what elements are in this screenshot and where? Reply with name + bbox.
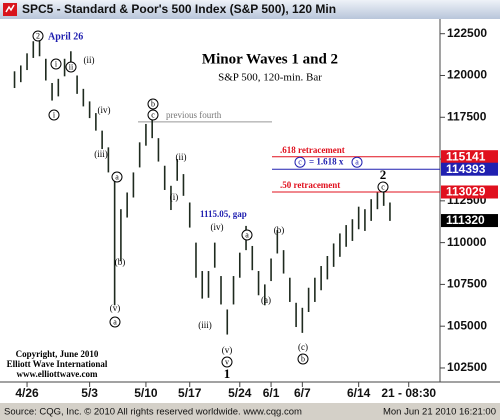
level-label: .618 retracement bbox=[280, 145, 345, 155]
level-wave-label-circle bbox=[294, 156, 306, 168]
footer-timestamp: Mon Jun 21 2010 16:21:00 bbox=[383, 407, 496, 418]
wave-label: (iii) bbox=[198, 320, 212, 330]
wave-label: ii bbox=[69, 62, 74, 71]
x-tick-label: 5/24 bbox=[228, 386, 252, 400]
wave-label-circle bbox=[50, 58, 62, 70]
gap-note: 1115.05, gap bbox=[200, 209, 247, 219]
level-wave-label: c bbox=[298, 158, 302, 167]
level-wave-label: a bbox=[355, 158, 359, 167]
wave-label-circle bbox=[111, 171, 123, 183]
price-marker-label: 114393 bbox=[446, 162, 486, 176]
wave-label: c bbox=[151, 110, 155, 119]
wave-label: (iv) bbox=[211, 222, 224, 232]
wave-label-circle bbox=[221, 356, 233, 368]
copyright: Elliott Wave International bbox=[7, 359, 108, 369]
y-tick-label: 107500 bbox=[447, 277, 487, 291]
wave-label-circle bbox=[241, 229, 253, 241]
wave-label: b bbox=[151, 99, 155, 108]
wave-label: 1 bbox=[224, 366, 231, 381]
price-marker bbox=[441, 162, 498, 176]
x-tick-label: 5/17 bbox=[178, 386, 202, 400]
price-marker-label: 113029 bbox=[446, 185, 486, 199]
y-tick-label: 102500 bbox=[447, 360, 487, 374]
wave-label: (ii) bbox=[176, 152, 187, 162]
window-title: SPC5 - Standard & Poor's 500 Index (S&P … bbox=[22, 2, 336, 16]
chart-subtitle: S&P 500, 120-min. Bar bbox=[218, 72, 322, 84]
wave-label: 2 bbox=[36, 31, 40, 40]
x-tick-label: 6/14 bbox=[347, 386, 371, 400]
x-tick-label: 4/26 bbox=[15, 386, 39, 400]
wave-label: a bbox=[115, 172, 119, 181]
price-marker bbox=[441, 214, 498, 228]
price-marker bbox=[441, 185, 498, 199]
level-label: .50 retracement bbox=[280, 180, 340, 190]
wave-label: (b) bbox=[274, 225, 285, 235]
x-tick-label: 21 - 08:30 bbox=[381, 386, 436, 400]
wave-label: (ii) bbox=[84, 55, 95, 65]
y-tick-label: 110000 bbox=[447, 235, 487, 249]
wave-label: a bbox=[113, 317, 117, 326]
reference-label: previous fourth bbox=[166, 110, 222, 120]
wave-label: (v) bbox=[222, 345, 233, 355]
wave-label: i bbox=[55, 59, 58, 68]
level-wave-label-circle bbox=[351, 156, 363, 168]
wave-label: i bbox=[53, 110, 56, 119]
wave-label: a bbox=[245, 230, 249, 239]
chart-area bbox=[0, 19, 500, 403]
wave-label-circle bbox=[377, 181, 389, 193]
price-marker bbox=[441, 150, 498, 164]
wave-label: (iii) bbox=[94, 149, 108, 159]
copyright: www.elliottwave.com bbox=[17, 369, 98, 379]
wave-label-circle bbox=[109, 316, 121, 328]
wave-label: c bbox=[381, 182, 385, 191]
wave-label: (a) bbox=[261, 295, 271, 305]
level-label: = 1.618 x bbox=[309, 156, 344, 166]
wave-label-circle bbox=[297, 353, 309, 365]
y-tick-label: 117500 bbox=[447, 109, 487, 123]
wave-label: (iv) bbox=[98, 105, 111, 115]
chart-title: Minor Waves 1 and 2 bbox=[202, 51, 338, 67]
wave-label: (b) bbox=[115, 257, 126, 267]
copyright: Copyright, June 2010 bbox=[16, 349, 99, 359]
price-marker-label: 111320 bbox=[446, 213, 485, 227]
wave-label: b bbox=[301, 354, 305, 363]
app-icon-glyph bbox=[5, 4, 15, 13]
x-tick-label: 6/1 bbox=[263, 386, 280, 400]
wave-label: v bbox=[225, 357, 229, 366]
wave-label-circle bbox=[147, 98, 159, 110]
y-tick-label: 120000 bbox=[447, 68, 487, 82]
wave-label: 2 bbox=[380, 167, 387, 182]
wave-label-circle bbox=[48, 109, 60, 121]
wave-label-circle bbox=[32, 30, 44, 42]
footer-source: Source: CQG, Inc. © 2010 All rights rese… bbox=[4, 407, 302, 418]
wave-label-circle bbox=[147, 109, 159, 121]
title-bar bbox=[0, 0, 500, 19]
date-note: April 26 bbox=[48, 31, 83, 42]
wave-label: (c) bbox=[298, 342, 308, 352]
footer-bar bbox=[0, 403, 500, 420]
y-tick-label: 122500 bbox=[447, 26, 487, 40]
wave-label-circle bbox=[65, 61, 77, 73]
price-marker-label: 115141 bbox=[446, 149, 486, 163]
wave-label: (i) bbox=[170, 192, 179, 202]
x-tick-label: 5/3 bbox=[81, 386, 98, 400]
x-tick-label: 5/10 bbox=[134, 386, 158, 400]
wave-label: (v) bbox=[110, 303, 121, 313]
x-tick-label: 6/7 bbox=[294, 386, 311, 400]
y-tick-label: 105000 bbox=[447, 318, 487, 332]
